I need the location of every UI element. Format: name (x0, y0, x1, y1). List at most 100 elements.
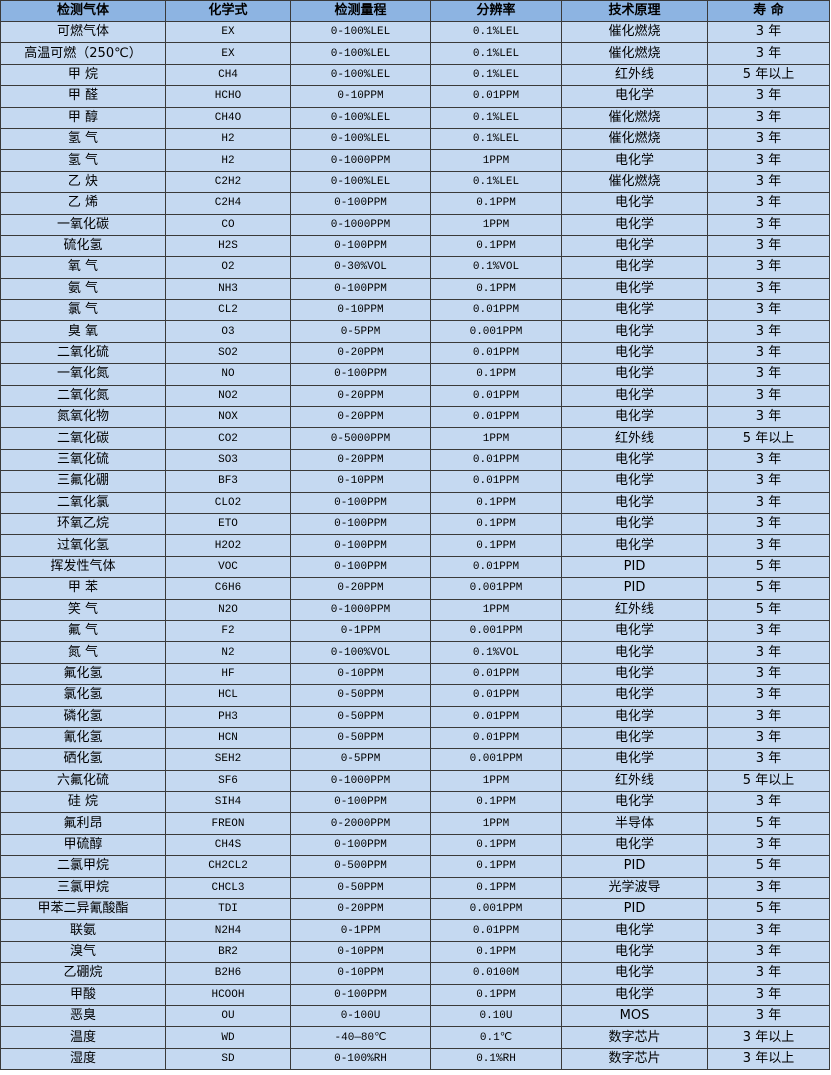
table-row: 高温可燃（250℃） EX 0-100%LEL 0.1%LEL 催化燃烧 3 年 (0, 42, 830, 65)
table-row: 溴气 BR2 0-10PPM 0.1PPM 电化学 3 年 (0, 940, 830, 964)
cell-range: 0-1000PPM (290, 213, 431, 236)
cell-formula: CO2 (165, 427, 291, 450)
cell-lifespan: 3 年 (707, 363, 830, 386)
cell-lifespan: 3 年 (707, 962, 830, 985)
cell-range: 0-100%LEL (290, 106, 431, 129)
cell-formula: N2 (165, 641, 291, 664)
header-range: 检测量程 (290, 0, 431, 22)
cell-principle: 红外线 (561, 598, 708, 621)
cell-range: 0-5PPM (290, 748, 431, 771)
table-row: 硅 烷 SIH4 0-100PPM 0.1PPM 电化学 3 年 (0, 791, 830, 814)
cell-principle: 催化燃烧 (561, 127, 708, 151)
cell-gas: 二氧化硫 (0, 341, 166, 365)
cell-gas: 甲 醛 (0, 85, 166, 108)
table-row: 二氧化氯 CLO2 0-100PPM 0.1PPM 电化学 3 年 (0, 491, 830, 514)
cell-principle: PID (561, 898, 708, 921)
cell-principle: 电化学 (561, 491, 708, 514)
cell-lifespan: 3 年 (707, 42, 830, 65)
cell-lifespan: 5 年 (707, 898, 830, 921)
cell-gas: 环氧乙烷 (0, 512, 166, 536)
table-row: 甲酸 HCOOH 0-100PPM 0.1PPM 电化学 3 年 (0, 983, 830, 1006)
cell-formula: B2H6 (165, 962, 291, 985)
table-row: 甲 醇 CH4O 0-100%LEL 0.1%LEL 催化燃烧 3 年 (0, 106, 830, 129)
cell-principle: 电化学 (561, 512, 708, 536)
cell-resolution: 0.001PPM (430, 898, 562, 921)
cell-formula: SO3 (165, 448, 291, 472)
cell-formula: BF3 (165, 470, 291, 493)
cell-lifespan: 3 年 (707, 20, 830, 44)
cell-resolution: 0.1PPM (430, 876, 562, 900)
cell-principle: 数字芯片 (561, 1047, 708, 1071)
cell-principle: 电化学 (561, 363, 708, 386)
cell-resolution: 0.01PPM (430, 919, 562, 942)
cell-gas: 硫化氢 (0, 234, 166, 258)
cell-lifespan: 3 年 (707, 919, 830, 942)
cell-formula: H2S (165, 234, 291, 258)
cell-principle: 电化学 (561, 662, 708, 686)
cell-lifespan: 3 年 (707, 448, 830, 472)
cell-formula: N2O (165, 598, 291, 621)
cell-principle: 电化学 (561, 149, 708, 172)
table-row: 氢 气 H2 0-100%LEL 0.1%LEL 催化燃烧 3 年 (0, 127, 830, 151)
table-row: 三氧化硫 SO3 0-20PPM 0.01PPM 电化学 3 年 (0, 448, 830, 472)
cell-resolution: 0.001PPM (430, 320, 562, 343)
cell-lifespan: 3 年 (707, 491, 830, 514)
header-formula: 化学式 (165, 0, 291, 22)
cell-range: 0-1000PPM (290, 598, 431, 621)
cell-principle: 电化学 (561, 919, 708, 942)
cell-formula: TDI (165, 898, 291, 921)
cell-lifespan: 3 年 (707, 705, 830, 728)
cell-resolution: 0.01PPM (430, 684, 562, 707)
cell-gas: 氧 气 (0, 256, 166, 279)
cell-principle: 电化学 (561, 256, 708, 279)
cell-lifespan: 3 年 (707, 299, 830, 322)
cell-principle: 光学波导 (561, 876, 708, 900)
cell-resolution: 0.1PPM (430, 363, 562, 386)
header-resolution: 分辨率 (430, 0, 562, 22)
cell-gas: 甲 烷 (0, 63, 166, 87)
cell-formula: PH3 (165, 705, 291, 728)
cell-range: 0-100PPM (290, 534, 431, 557)
cell-formula: SIH4 (165, 791, 291, 814)
cell-resolution: 0.1%LEL (430, 42, 562, 65)
cell-range: 0-50PPM (290, 876, 431, 900)
cell-formula: F2 (165, 619, 291, 643)
cell-range: -40—80℃ (290, 1026, 431, 1049)
cell-principle: 电化学 (561, 213, 708, 236)
cell-gas: 乙硼烷 (0, 962, 166, 985)
cell-formula: NOX (165, 406, 291, 429)
cell-principle: PID (561, 855, 708, 878)
cell-range: 0-10PPM (290, 299, 431, 322)
cell-principle: 电化学 (561, 983, 708, 1006)
cell-gas: 氯化氢 (0, 684, 166, 707)
cell-principle: PID (561, 577, 708, 600)
cell-principle: 半导体 (561, 812, 708, 835)
cell-lifespan: 3 年 (707, 641, 830, 664)
table-row: 甲硫醇 CH4S 0-100PPM 0.1PPM 电化学 3 年 (0, 833, 830, 857)
cell-principle: 电化学 (561, 85, 708, 108)
table-row: 乙 烯 C2H4 0-100PPM 0.1PPM 电化学 3 年 (0, 192, 830, 215)
cell-lifespan: 3 年 (707, 406, 830, 429)
cell-gas: 氨 气 (0, 277, 166, 301)
cell-formula: ETO (165, 512, 291, 536)
cell-principle: 电化学 (561, 726, 708, 750)
cell-formula: H2O2 (165, 534, 291, 557)
cell-formula: SEH2 (165, 748, 291, 771)
cell-principle: 电化学 (561, 277, 708, 301)
cell-gas: 乙 炔 (0, 170, 166, 194)
cell-lifespan: 3 年 (707, 320, 830, 343)
cell-range: 0-20PPM (290, 448, 431, 472)
table-row: 乙 炔 C2H2 0-100%LEL 0.1%LEL 催化燃烧 3 年 (0, 170, 830, 194)
cell-formula: C6H6 (165, 577, 291, 600)
cell-resolution: 0.1PPM (430, 192, 562, 215)
cell-lifespan: 3 年 (707, 940, 830, 964)
header-row: 检测气体 化学式 检测量程 分辨率 技术原理 寿 命 (0, 0, 830, 22)
cell-range: 0-20PPM (290, 384, 431, 408)
table-row: 甲苯二异氰酸酯 TDI 0-20PPM 0.001PPM PID 5 年 (0, 898, 830, 921)
cell-lifespan: 5 年以上 (707, 63, 830, 87)
cell-formula: FREON (165, 812, 291, 835)
cell-resolution: 1PPM (430, 769, 562, 793)
cell-formula: CH4 (165, 63, 291, 87)
cell-resolution: 1PPM (430, 213, 562, 236)
cell-resolution: 0.1%LEL (430, 127, 562, 151)
